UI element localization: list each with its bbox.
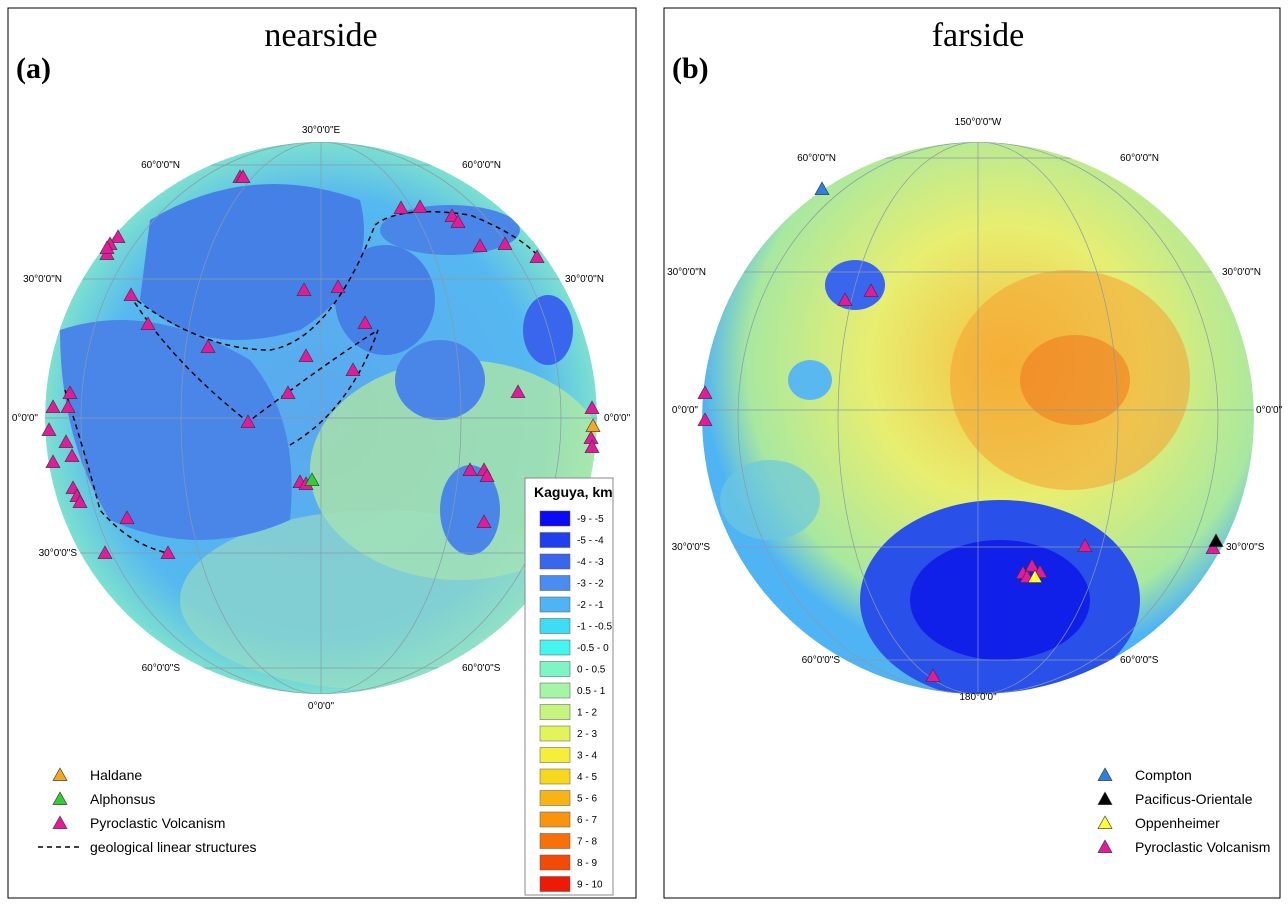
scale-label: -9 - -5 <box>577 514 604 525</box>
legend-marker <box>53 768 67 781</box>
scale-label: 1 - 2 <box>577 708 597 719</box>
scale-label: 2 - 3 <box>577 729 597 740</box>
legend-label: Pyroclastic Volcanism <box>90 815 225 831</box>
scale-label: 0 - 0.5 <box>577 665 606 676</box>
legend-label: Oppenheimer <box>1135 815 1220 831</box>
scale-label: -4 - -3 <box>577 557 604 568</box>
graticule-label: 60°0'0"N <box>141 160 180 171</box>
graticule-label: 30°0'0"N <box>667 267 706 278</box>
graticule-label: 60°0'0"S <box>1120 655 1159 666</box>
graticule-label: 60°0'0"S <box>462 663 501 674</box>
farside-map <box>700 140 1260 700</box>
scale-label: -0.5 - 0 <box>577 643 609 654</box>
scale-label: 9 - 10 <box>577 880 603 891</box>
legend-label: Compton <box>1135 767 1192 783</box>
legend-marker <box>53 792 67 805</box>
legend-label: geological linear structures <box>90 839 257 855</box>
scale-label: 0.5 - 1 <box>577 686 606 697</box>
graticule-label: 0°0'0" <box>1256 405 1283 416</box>
graticule-label: 60°0'0"N <box>1120 153 1159 164</box>
graticule-label: 0°0'0" <box>604 413 631 424</box>
scale-swatch <box>540 511 570 526</box>
legend-label: Pyroclastic Volcanism <box>1135 839 1270 855</box>
scale-swatch <box>540 748 570 763</box>
figure: nearside (a) 30°0'0"E 60°0'0"N 60°0'0"N 30°0'… <box>0 0 1288 906</box>
graticule-label: 30°0'0"N <box>565 274 604 285</box>
scale-swatch <box>540 726 570 741</box>
graticule-label: 30°0'0"S <box>39 548 78 559</box>
graticule-label: 0°0'0" <box>308 701 335 712</box>
scale-label: 6 - 7 <box>577 815 597 826</box>
scale-swatch <box>540 576 570 591</box>
graticule-label: 30°0'0"N <box>23 274 62 285</box>
legend-marker <box>53 816 67 829</box>
legend-label: Pacificus-Orientale <box>1135 791 1253 807</box>
scale-swatch <box>540 791 570 806</box>
scale-label: -2 - -1 <box>577 600 604 611</box>
scale-swatch <box>540 705 570 720</box>
graticule-label: 60°0'0"S <box>802 655 841 666</box>
graticule-label: 60°0'0"N <box>797 153 836 164</box>
graticule-label: 60°0'0"N <box>462 160 501 171</box>
scale-swatch <box>540 597 570 612</box>
graticule-label: 180°0'0" <box>959 692 997 703</box>
panel-title: farside <box>932 17 1025 54</box>
panel-label: (b) <box>672 52 709 85</box>
graticule-label: 150°0'0"W <box>955 117 1002 128</box>
scale-swatch <box>540 554 570 569</box>
legend-marker <box>1098 768 1112 781</box>
scale-label: 3 - 4 <box>577 751 597 762</box>
scale-label: 8 - 9 <box>577 858 597 869</box>
scale-swatch <box>540 533 570 548</box>
scale-swatch <box>540 877 570 892</box>
scale-label: -5 - -4 <box>577 536 604 547</box>
graticule-label: 30°0'0"S <box>672 542 711 553</box>
graticule-label: 0°0'0" <box>672 405 699 416</box>
graticule-label: 30°0'0"E <box>302 125 341 136</box>
graticule-label: 30°0'0"N <box>1222 267 1261 278</box>
scale-label: 4 - 5 <box>577 772 597 783</box>
scale-label: -1 - -0.5 <box>577 622 612 633</box>
legend-marker <box>1098 840 1112 853</box>
scale-title: Kaguya, km <box>534 484 613 500</box>
scale-label: -3 - -2 <box>577 579 604 590</box>
scale-swatch <box>540 855 570 870</box>
panel-label: (a) <box>16 52 51 85</box>
scale-swatch <box>540 769 570 784</box>
scale-swatch <box>540 812 570 827</box>
graticule-label: 60°0'0"S <box>142 663 181 674</box>
legend-marker <box>1098 792 1112 805</box>
panel-title: nearside <box>264 17 377 54</box>
scale-swatch <box>540 683 570 698</box>
scale-label: 7 - 8 <box>577 837 597 848</box>
scale-swatch <box>540 619 570 634</box>
scale-label: 5 - 6 <box>577 794 597 805</box>
scale-swatch <box>540 834 570 849</box>
scale-swatch <box>540 640 570 655</box>
legend-label: Haldane <box>90 767 142 783</box>
legend-label: Alphonsus <box>90 791 155 807</box>
legend-marker <box>1098 816 1112 829</box>
scale-swatch <box>540 662 570 677</box>
graticule-label: 30°0'0"S <box>1226 542 1265 553</box>
graticule-label: 0°0'0" <box>12 413 39 424</box>
